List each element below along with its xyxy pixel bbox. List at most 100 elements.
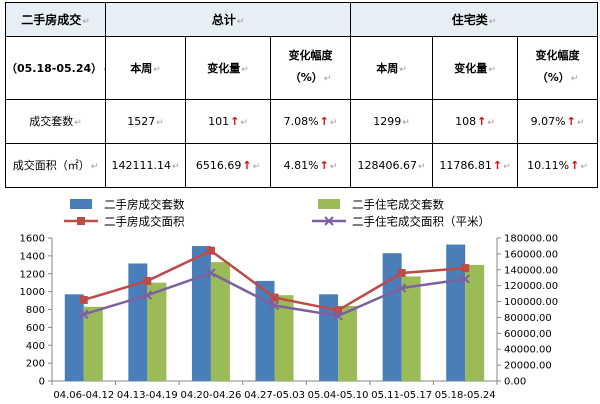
col-res-change: 变化量↵ [432, 36, 518, 100]
up-arrow-icon: ↑ [477, 114, 487, 128]
y-right-tick-label: 0.00 [504, 377, 526, 388]
y-right-tick-label: 80000.00 [504, 313, 552, 324]
cell-marker: ↵ [329, 161, 338, 172]
cell-marker: ↵ [103, 65, 104, 75]
legend-marker [77, 217, 85, 225]
cell-marker: ↵ [156, 117, 164, 128]
res-this-week-value: 128406.67↵ [350, 142, 433, 189]
y-right-tick-label: 40000.00 [504, 345, 552, 356]
data-point [334, 306, 343, 315]
period-label: （05.18-05.24） [6, 61, 103, 75]
residential-header: 住宅类 [451, 13, 488, 28]
legend-label: 二手房成交面积 [104, 215, 185, 229]
cell-marker: ↵ [487, 117, 495, 128]
bar [147, 282, 167, 381]
y-left-tick-label: 1400 [20, 251, 45, 262]
change-pct-label: 变化幅度 [535, 49, 580, 63]
y-right-tick-label: 160000.00 [504, 249, 558, 260]
table-title: 二手房成交 [21, 13, 82, 28]
cell-marker: ↵ [417, 161, 426, 172]
stats-table: 二手房成交↵ 总计↵ 住宅类↵ （05.18-05.24）↵ 本周↵ 变化量↵ … [5, 1, 598, 189]
y-right-tick-label: 100000.00 [504, 297, 558, 308]
legend-swatch [318, 199, 340, 209]
up-arrow-icon: ↑ [319, 114, 329, 128]
total-change-pct-value: 4.81%↑↵ [270, 142, 351, 189]
y-left-tick-label: 200 [26, 359, 45, 370]
cell-marker: ↵ [236, 17, 245, 28]
pct-unit-label: （%） [536, 71, 570, 85]
bar [338, 305, 358, 381]
cell-marker: ↵ [576, 117, 585, 128]
y-left-tick-label: 1200 [20, 269, 45, 280]
y-right-tick-label: 20000.00 [504, 361, 552, 372]
y-left-tick-label: 1600 [20, 234, 45, 245]
data-point [269, 300, 280, 311]
cell-marker: ↵ [402, 117, 410, 128]
y-left-tick-label: 600 [26, 323, 45, 334]
x-tick-label: 05.11-05.17 [371, 390, 432, 401]
this-week-label: 本周 [130, 61, 153, 75]
up-arrow-icon: ↑ [492, 158, 503, 172]
cell-marker: ↵ [570, 74, 579, 85]
weekly-transactions-chart: 0 200 400 600 800 1000 1200 1400 1600 0.00 20000.0… [20, 198, 559, 402]
period-cell: （05.18-05.24）↵ [5, 36, 106, 100]
change-label: 变化量 [454, 61, 488, 75]
up-arrow-icon: ↑ [230, 114, 240, 128]
up-arrow-icon: ↑ [566, 114, 576, 128]
total-change-pct-value: 7.08%↑↵ [270, 98, 351, 144]
cell-marker: ↵ [503, 161, 511, 172]
res-change-value: 108↑↵ [432, 98, 518, 144]
data-point [333, 311, 343, 321]
data-point [79, 295, 88, 304]
cell-marker: ↵ [488, 64, 496, 75]
x-tick-label: 04.20-04.26 [180, 390, 241, 401]
res-change-pct-value: 9.07%↑↵ [517, 98, 598, 144]
data-point [270, 293, 279, 302]
data-point [460, 274, 470, 284]
y-right-tick-label: 60000.00 [504, 329, 552, 340]
bar [64, 294, 84, 381]
res-change-pct-value: 10.11%↑↵ [517, 142, 598, 189]
data-point [396, 283, 407, 293]
data-point [79, 309, 89, 319]
total-change-value: 101↑↵ [185, 98, 271, 144]
up-arrow-icon: ↑ [319, 158, 329, 172]
total-change-value: 6516.69↑↵ [185, 142, 271, 189]
col-change: 变化量↵ [185, 36, 271, 100]
bar [401, 276, 421, 381]
x-tick-label: 04.06-04.12 [53, 390, 114, 401]
table-row: 成交套数↵ 1527↵ 101↑↵ 7.08%↑↵ 1299↵ 108↑↵ 9.… [5, 98, 598, 144]
y-left-tick-label: 0 [39, 377, 45, 388]
bar [191, 246, 211, 381]
cell-marker: ↵ [329, 117, 338, 128]
this-week-label: 本周 [376, 61, 399, 75]
row-label: 成交套数↵ [5, 98, 106, 144]
cell-marker: ↵ [580, 161, 588, 172]
table-row: 成交面积（㎡）↵ 142111.14↵ 6516.69↑↵ 4.81%↑↵ 12… [5, 142, 598, 189]
table-title-cell: 二手房成交↵ [5, 1, 106, 38]
cell-marker: ↵ [240, 117, 248, 128]
cell-marker: ↵ [399, 64, 407, 75]
res-this-week-value: 1299↵ [350, 98, 433, 144]
pct-unit-label: （%） [289, 71, 323, 85]
x-tick-label: 04.27-05.03 [244, 390, 305, 401]
bar [128, 263, 148, 381]
total-header-cell: 总计↵ [105, 1, 351, 38]
bar [83, 306, 103, 381]
total-this-week-value: 142111.14↵ [105, 142, 186, 189]
bar [210, 262, 230, 381]
legend-label: 二手房成交套数 [104, 198, 185, 212]
residential-header-cell: 住宅类↵ [350, 1, 598, 38]
change-label: 变化量 [207, 61, 241, 75]
y-right-tick-label: 180000.00 [504, 234, 558, 245]
col-res-change-pct: 变化幅度 （%）↵ [517, 36, 598, 100]
legend-label: 二手住宅成交面积（平米） [352, 215, 490, 229]
up-arrow-icon: ↑ [570, 158, 580, 172]
row-label: 成交面积（㎡）↵ [5, 142, 106, 189]
x-tick-label: 05.04-05.10 [308, 390, 369, 401]
x-tick-label: 05.18-05.24 [435, 390, 496, 401]
col-this-week: 本周 ↵ [105, 36, 186, 100]
legend-swatch [70, 199, 92, 209]
data-point [143, 276, 152, 285]
y-right-tick-label: 140000.00 [504, 265, 558, 276]
